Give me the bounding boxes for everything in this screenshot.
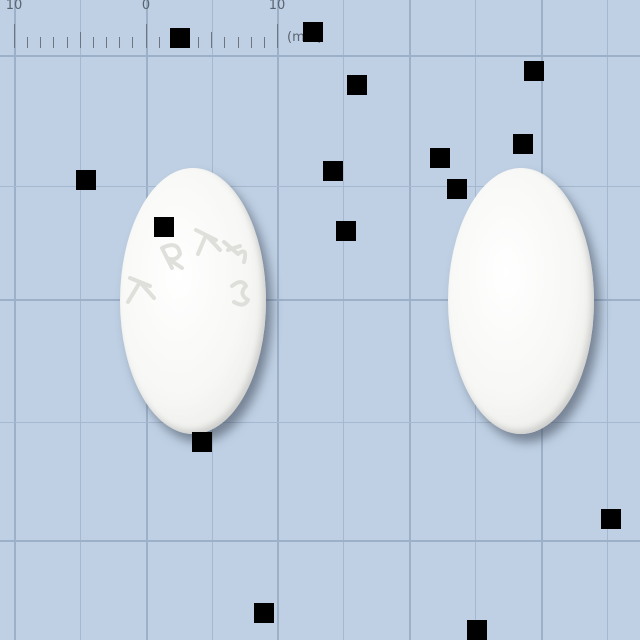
marker-square: [323, 161, 343, 181]
marker-square: [524, 61, 544, 81]
ruler-tick: [66, 37, 68, 48]
ruler-tick: [224, 37, 226, 48]
marker-square: [513, 134, 533, 154]
ruler-tick: [198, 37, 200, 48]
grid-line: [0, 186, 640, 187]
marker-square: [347, 75, 367, 95]
grid-line: [0, 55, 640, 57]
tablet-imprinted: [120, 168, 266, 434]
ruler-tick: [40, 37, 42, 48]
ruler-label-right: 10: [268, 0, 286, 13]
marker-square: [430, 148, 450, 168]
marker-square: [192, 432, 212, 452]
grid-line: [277, 0, 279, 640]
grid-line: [0, 540, 640, 542]
marker-square: [154, 217, 174, 237]
mm-ruler: 10 0 10 (mm): [0, 0, 330, 52]
ruler-tick: [263, 37, 265, 48]
ruler-tick: [14, 24, 15, 48]
ruler-tick: [53, 37, 55, 48]
marker-square: [336, 221, 356, 241]
ruler-tick: [27, 37, 29, 48]
grid-line: [607, 0, 608, 640]
grid-line: [80, 0, 81, 640]
ruler-tick: [145, 24, 147, 48]
ruler-label-zero: 0: [141, 0, 151, 13]
marker-square: [601, 509, 621, 529]
marker-square: [447, 179, 467, 199]
ruler-tick: [92, 37, 94, 48]
marker-square: [467, 620, 487, 640]
ruler-label-left: 10: [5, 0, 23, 13]
marker-square: [303, 22, 323, 42]
ruler-tick: [211, 32, 213, 48]
ruler-tick: [119, 37, 121, 48]
tablet-plain: [448, 168, 594, 434]
ruler-tick: [158, 37, 160, 48]
marker-square: [254, 603, 274, 623]
grid-line: [0, 299, 640, 301]
marker-square: [76, 170, 96, 190]
grid-line: [409, 0, 411, 640]
grid-line: [0, 422, 640, 423]
ruler-tick: [132, 37, 134, 48]
grid-line: [343, 0, 344, 640]
grid-line: [14, 0, 16, 640]
ruler-tick: [250, 37, 252, 48]
ruler-tick: [277, 24, 278, 48]
ruler-tick: [106, 37, 108, 48]
tablet-imprint: [126, 228, 250, 307]
ruler-tick: [79, 32, 81, 48]
marker-square: [170, 28, 190, 48]
ruler-tick: [237, 37, 239, 48]
